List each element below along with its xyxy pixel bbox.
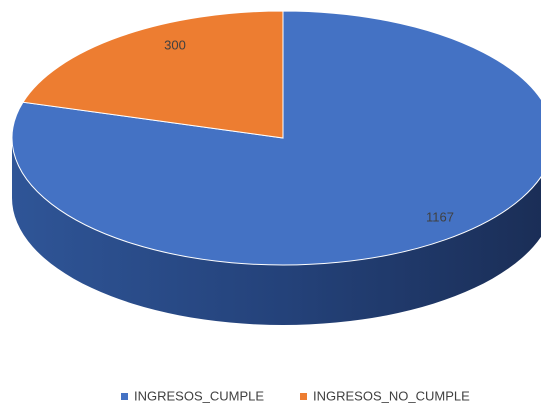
legend-label: INGRESOS_CUMPLE xyxy=(134,388,264,403)
legend-swatch xyxy=(300,393,307,400)
data-label: 300 xyxy=(164,37,186,52)
pie-slice xyxy=(11,10,541,266)
legend-label: INGRESOS_NO_CUMPLE xyxy=(313,388,470,403)
pie-side xyxy=(12,138,541,325)
pie-slice xyxy=(22,10,284,139)
data-label: 1167 xyxy=(426,209,454,224)
legend-swatch xyxy=(121,393,128,400)
